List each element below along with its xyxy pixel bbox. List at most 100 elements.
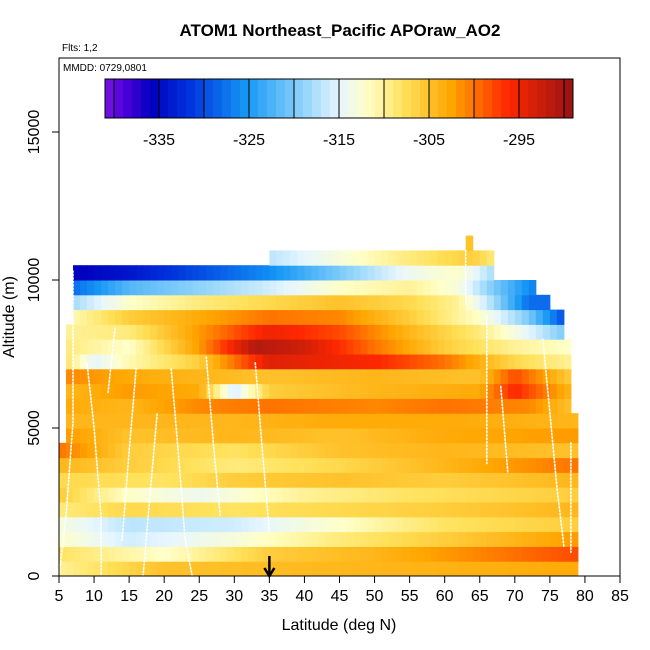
heatmap-cell bbox=[409, 502, 418, 518]
heatmap-cell bbox=[332, 472, 340, 488]
heatmap-cell bbox=[227, 413, 235, 429]
heatmap-cell bbox=[164, 428, 172, 444]
heatmap-cell bbox=[192, 294, 200, 311]
heatmap-cell bbox=[479, 457, 488, 473]
heatmap-cell bbox=[276, 398, 284, 414]
heatmap-cell bbox=[171, 309, 179, 325]
heatmap-cell bbox=[430, 294, 439, 311]
heatmap-cell bbox=[395, 250, 404, 266]
heatmap-cell bbox=[262, 472, 270, 488]
flight-track bbox=[500, 385, 509, 474]
heatmap-cell bbox=[549, 502, 558, 518]
heatmap-cell bbox=[332, 354, 340, 370]
heatmap-cell bbox=[360, 472, 369, 488]
heatmap-cell bbox=[255, 294, 263, 311]
heatmap-cell bbox=[199, 280, 207, 296]
heatmap-cell bbox=[304, 280, 312, 296]
heatmap-cell bbox=[311, 265, 319, 281]
heatmap-cell bbox=[283, 339, 291, 355]
heatmap-cell bbox=[185, 502, 193, 518]
heatmap-cell bbox=[395, 294, 404, 311]
heatmap-cell bbox=[164, 546, 172, 562]
heatmap-cell bbox=[332, 561, 340, 577]
heatmap-cell bbox=[556, 442, 565, 459]
heatmap-cell bbox=[248, 280, 256, 296]
heatmap-cell bbox=[297, 250, 305, 266]
heatmap-cell bbox=[535, 324, 544, 340]
heatmap-cell bbox=[339, 502, 348, 518]
heatmap-cell bbox=[101, 398, 109, 414]
heatmap-cell bbox=[66, 398, 74, 414]
heatmap-cell bbox=[507, 398, 516, 414]
heatmap-cell bbox=[276, 354, 284, 370]
heatmap-cell bbox=[311, 339, 319, 355]
heatmap-cell bbox=[297, 561, 305, 577]
heatmap-cell bbox=[465, 502, 474, 518]
heatmap-cell bbox=[402, 339, 411, 355]
heatmap-cell bbox=[269, 413, 277, 429]
heatmap-cell bbox=[234, 368, 242, 385]
heatmap-cell bbox=[542, 561, 551, 577]
heatmap-cell bbox=[87, 309, 95, 325]
heatmap-cell bbox=[409, 265, 418, 281]
heatmap-cell bbox=[241, 368, 249, 385]
heatmap-cell bbox=[556, 324, 565, 340]
heatmap-cell bbox=[458, 354, 467, 370]
heatmap-cell bbox=[549, 309, 558, 325]
heatmap-cell bbox=[311, 413, 319, 429]
heatmap-cell bbox=[346, 516, 355, 533]
heatmap-cell bbox=[563, 339, 572, 355]
colorbar-cell bbox=[474, 79, 484, 118]
heatmap-cell bbox=[87, 368, 95, 385]
heatmap-cell bbox=[325, 368, 333, 385]
heatmap-cell bbox=[528, 546, 537, 562]
heatmap-cell bbox=[276, 457, 284, 473]
heatmap-cell bbox=[171, 428, 179, 444]
heatmap-cell bbox=[241, 413, 249, 429]
heatmap-cell bbox=[276, 294, 284, 311]
heatmap-cell bbox=[59, 546, 67, 562]
heatmap-cell bbox=[73, 309, 81, 325]
heatmap-cell bbox=[423, 516, 432, 533]
heatmap-cell bbox=[444, 516, 453, 533]
flight-track bbox=[542, 338, 565, 548]
heatmap-cell bbox=[192, 324, 200, 340]
heatmap-cell bbox=[241, 280, 249, 296]
heatmap-cell bbox=[493, 457, 502, 473]
heatmap-cell bbox=[325, 280, 333, 296]
heatmap-cell bbox=[150, 383, 158, 399]
heatmap-cell bbox=[108, 561, 116, 577]
heatmap-cell bbox=[164, 354, 172, 370]
heatmap-cell bbox=[115, 546, 123, 562]
heatmap-cell bbox=[164, 383, 172, 399]
heatmap-cell bbox=[458, 398, 467, 414]
heatmap-cell bbox=[283, 383, 291, 399]
heatmap-cell bbox=[479, 339, 488, 355]
heatmap-cell bbox=[220, 398, 228, 414]
heatmap-cell bbox=[437, 368, 446, 385]
heatmap-cell bbox=[472, 354, 481, 370]
heatmap-cell bbox=[353, 457, 362, 473]
heatmap-cell bbox=[262, 294, 270, 311]
heatmap-cell bbox=[528, 442, 537, 459]
heatmap-cell bbox=[528, 398, 537, 414]
heatmap-cell bbox=[234, 516, 242, 533]
heatmap-cell bbox=[423, 487, 432, 503]
heatmap-cell bbox=[423, 413, 432, 429]
heatmap-cell bbox=[437, 280, 446, 296]
heatmap-cell bbox=[451, 250, 460, 266]
heatmap-cell bbox=[409, 309, 418, 325]
heatmap-cell bbox=[115, 383, 123, 399]
heatmap-cell bbox=[465, 368, 474, 385]
heatmap-cell bbox=[311, 546, 319, 562]
heatmap-cell bbox=[129, 280, 137, 296]
heatmap-cell bbox=[87, 294, 95, 311]
heatmap-cell bbox=[185, 265, 193, 281]
heatmap-cell bbox=[374, 265, 383, 281]
colorbar-cell bbox=[537, 79, 547, 118]
heatmap-cell bbox=[521, 502, 530, 518]
heatmap-cell bbox=[542, 442, 551, 459]
heatmap-cell bbox=[437, 442, 446, 459]
heatmap-cell bbox=[94, 516, 102, 533]
heatmap-cell bbox=[213, 531, 221, 547]
